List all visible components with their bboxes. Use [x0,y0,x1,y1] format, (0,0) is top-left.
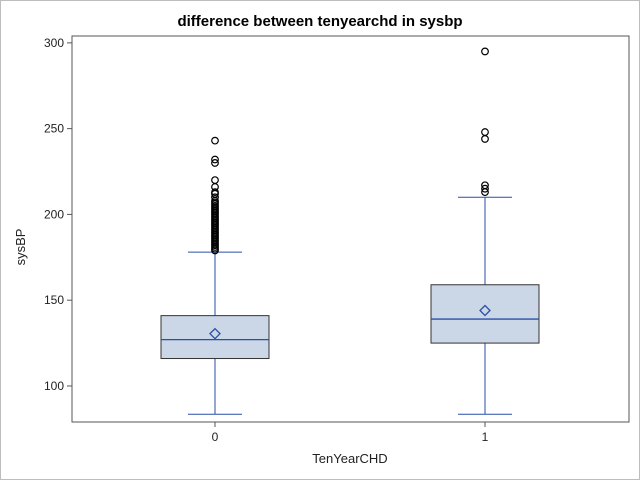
y-axis-label: sysBP [13,229,28,266]
x-tick-label: 1 [482,430,489,444]
y-tick-label: 200 [44,207,64,221]
outlier-point [481,181,489,190]
outlier-point [211,136,219,145]
plot-frame [71,35,630,423]
y-tick-label: 250 [44,122,64,136]
y-tick-label: 300 [44,36,64,50]
mean-marker [209,327,221,340]
outlier-point [211,193,219,202]
outlier-point [481,184,489,193]
box-iqr [160,315,270,360]
x-axis-label: TenYearCHD [312,451,387,466]
outlier-point [211,159,219,167]
outlier-point [481,135,489,143]
outlier-point [211,155,219,164]
outlier-point [481,128,489,136]
y-tick-label: 100 [44,379,64,393]
x-tick-label: 0 [212,430,219,444]
outlier-point [211,176,219,185]
mean-marker [479,304,491,317]
outlier-point [211,188,219,197]
plot-area: 100 150 200 250 300 0 1 [44,35,630,444]
outlier-point [481,47,489,56]
box-iqr [430,284,540,344]
y-tick-label: 150 [44,293,64,307]
chart-title: difference between tenyearchd in sysbp [177,13,462,30]
